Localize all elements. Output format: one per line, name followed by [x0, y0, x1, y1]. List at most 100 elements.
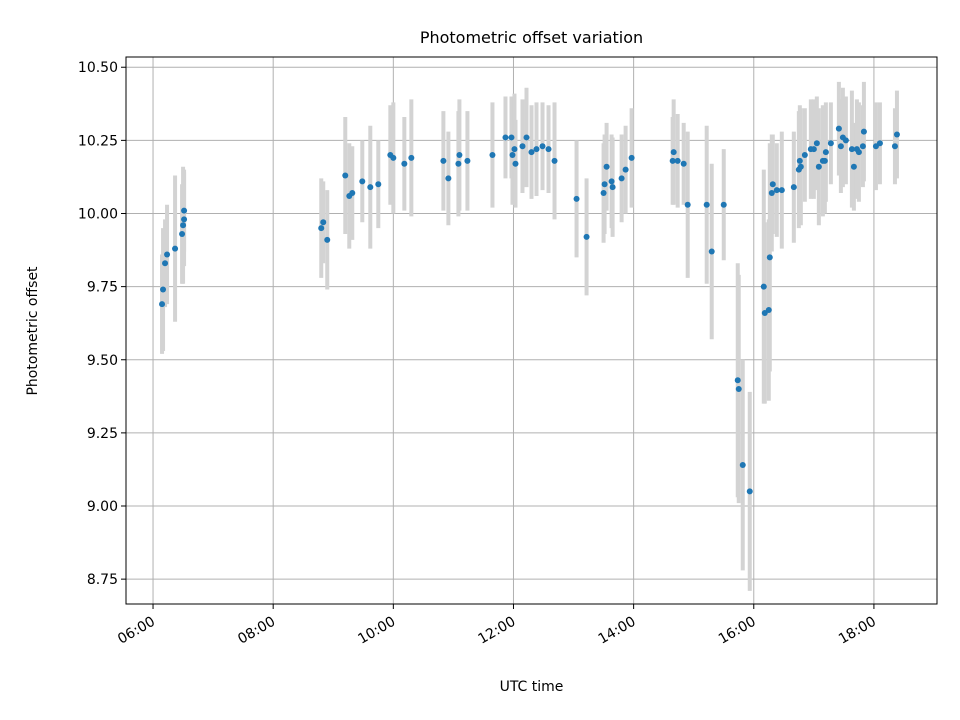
data-points [159, 125, 900, 495]
data-point [573, 195, 580, 202]
data-point [760, 283, 767, 290]
data-point [821, 157, 828, 164]
data-point [160, 286, 167, 293]
data-point [835, 125, 842, 132]
data-point [848, 146, 855, 153]
data-point [801, 151, 808, 158]
data-point [609, 184, 616, 191]
data-point [778, 187, 785, 194]
data-point [739, 462, 746, 469]
y-tick-label: 9.00 [87, 499, 118, 515]
data-point [684, 201, 691, 208]
data-point [827, 140, 834, 147]
data-point [891, 143, 898, 150]
data-point [876, 140, 883, 147]
data-point [445, 175, 452, 182]
data-point [670, 149, 677, 156]
data-point [720, 201, 727, 208]
y-tick-label: 9.75 [87, 280, 118, 296]
data-point [773, 187, 780, 194]
data-point [511, 146, 518, 153]
data-point [456, 151, 463, 158]
data-point [519, 143, 526, 150]
data-point [359, 178, 366, 185]
data-point [320, 219, 327, 226]
data-point [893, 131, 900, 138]
data-point [539, 143, 546, 150]
plot-frame [125, 56, 938, 605]
x-tick-label: 06:00 [115, 614, 158, 648]
data-point [746, 488, 753, 495]
y-tick-label: 8.75 [87, 572, 118, 588]
data-point [533, 146, 540, 153]
data-point [765, 307, 772, 314]
data-point [528, 149, 535, 156]
data-point [822, 149, 829, 156]
data-point [164, 251, 171, 258]
data-point [850, 163, 857, 170]
data-point [842, 137, 849, 144]
data-point [734, 377, 741, 384]
data-point [349, 190, 356, 197]
data-point [390, 154, 397, 161]
data-point [401, 160, 408, 167]
data-point [367, 184, 374, 191]
data-point [179, 230, 186, 237]
x-tick-label: 18:00 [836, 614, 879, 648]
y-tick-label: 9.25 [87, 426, 118, 442]
data-point [180, 222, 187, 229]
data-point [815, 163, 822, 170]
data-point [551, 157, 558, 164]
data-point [735, 386, 742, 393]
data-point [669, 157, 676, 164]
data-point [608, 178, 615, 185]
data-point [181, 207, 188, 214]
data-point [600, 190, 607, 197]
data-point [583, 233, 590, 240]
data-point [455, 160, 462, 167]
data-point [855, 149, 862, 156]
data-point [860, 128, 867, 135]
data-point [375, 181, 382, 188]
data-point [408, 154, 415, 161]
data-point [162, 260, 169, 267]
data-point [601, 181, 608, 188]
data-point [342, 172, 349, 179]
data-point [440, 157, 447, 164]
x-tick-label: 12:00 [476, 614, 519, 648]
x-tick-label: 16:00 [716, 614, 759, 648]
y-tick-label: 10.50 [78, 60, 118, 76]
data-point [810, 146, 817, 153]
data-point [464, 157, 471, 164]
data-point [766, 254, 773, 261]
y-tick-label: 9.50 [87, 353, 118, 369]
x-tick-label: 10:00 [355, 614, 398, 648]
data-point [508, 134, 515, 141]
data-point [703, 201, 710, 208]
y-axis-label: Photometric offset [25, 266, 41, 396]
data-point [790, 184, 797, 191]
error-bars [160, 81, 899, 591]
chart-title: Photometric offset variation [420, 28, 643, 47]
data-point [512, 160, 519, 167]
x-tick-label: 08:00 [235, 614, 278, 648]
y-tick-label: 10.00 [78, 206, 118, 222]
x-tick-label: 14:00 [596, 614, 639, 648]
data-point [489, 151, 496, 158]
data-point [797, 163, 804, 170]
data-point [708, 248, 715, 255]
y-axis: 8.75 9.00 9.25 9.50 9.75 10.00 10.25 10.50 [78, 60, 126, 588]
data-point [859, 143, 866, 150]
x-axis: 06:00 08:00 10:00 12:00 14:00 16:00 18:00 [115, 604, 879, 648]
data-point [622, 166, 629, 173]
data-point [159, 301, 166, 308]
data-point [769, 181, 776, 188]
y-tick-label: 10.25 [78, 133, 118, 149]
data-point [796, 157, 803, 164]
data-point [502, 134, 509, 141]
data-point [172, 245, 179, 252]
data-point [680, 160, 687, 167]
data-point [674, 157, 681, 164]
data-point [324, 236, 331, 243]
